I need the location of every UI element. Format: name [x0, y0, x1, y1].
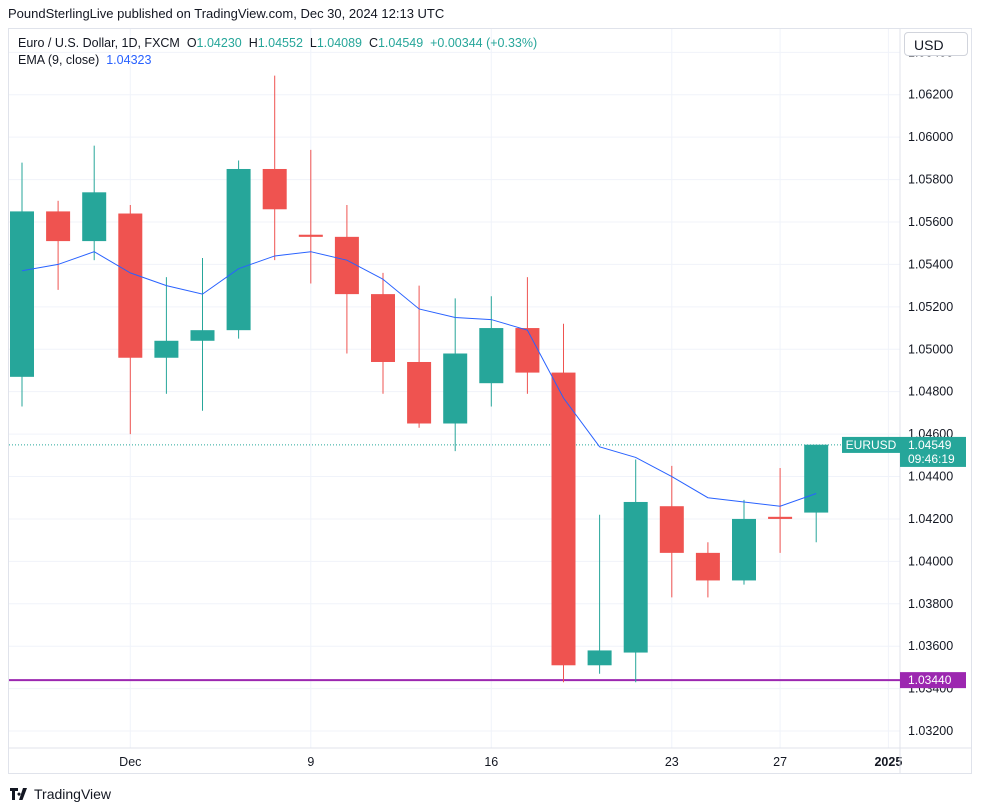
candle-body	[226, 168, 251, 331]
y-tick-label: 1.05800	[908, 173, 953, 187]
y-tick-label: 1.03200	[908, 724, 953, 738]
x-tick-label: Dec	[119, 755, 141, 769]
y-tick-label: 1.03800	[908, 597, 953, 611]
y-tick-label: 1.04000	[908, 554, 953, 568]
y-tick-label: 1.04200	[908, 512, 953, 526]
legend-close-label: C	[368, 36, 378, 50]
y-tick-label: 1.06200	[908, 88, 953, 102]
legend-ohlc-row: Euro / U.S. Dollar, 1D, FXCM O1.04230 H1…	[18, 35, 537, 52]
candle-body	[443, 353, 468, 424]
y-tick-label: 1.05600	[908, 215, 953, 229]
x-tick-label: 23	[665, 755, 679, 769]
currency-button[interactable]: USD	[904, 32, 968, 56]
candle-body	[804, 444, 829, 513]
y-tick-label: 1.05400	[908, 257, 953, 271]
candle-body	[407, 361, 432, 424]
last-price-symbol-tag	[842, 436, 900, 453]
legend-close-value: 1.04549	[377, 36, 424, 50]
candle-body	[551, 372, 576, 666]
candle-body	[298, 234, 323, 237]
chart-legend: Euro / U.S. Dollar, 1D, FXCM O1.04230 H1…	[18, 35, 537, 69]
legend-symbol[interactable]: Euro / U.S. Dollar, 1D, FXCM	[18, 36, 180, 50]
candle-body	[659, 506, 684, 553]
footer-brand: TradingView	[34, 786, 112, 802]
candle-body	[371, 294, 395, 362]
y-tick-label: 1.03600	[908, 639, 953, 653]
last-price-value: 1.04549	[908, 438, 952, 452]
candle-body	[118, 213, 143, 358]
x-tick-label: 27	[773, 755, 787, 769]
legend-high-value: 1.04552	[257, 36, 303, 50]
tradingview-footer[interactable]: TradingView	[10, 786, 111, 802]
y-tick-label: 1.05200	[908, 300, 953, 314]
candle-body	[154, 340, 179, 358]
y-tick-label: 1.04400	[908, 470, 953, 484]
legend-high-label: H	[248, 36, 258, 50]
plot-area[interactable]	[9, 75, 900, 683]
legend-low-value: 1.04089	[316, 36, 362, 50]
legend-low-label: L	[309, 36, 317, 50]
support-price-value: 1.03440	[908, 673, 952, 687]
publisher-line: PoundSterlingLive published on TradingVi…	[8, 6, 445, 21]
legend-change: +0.00344 (+0.33%)	[430, 36, 538, 50]
candle-body	[190, 330, 215, 341]
y-tick-label: 1.06000	[908, 130, 953, 144]
candle-body	[515, 328, 540, 373]
last-price-symbol: EURUSD	[846, 438, 897, 452]
last-price-countdown: 09:46:19	[908, 452, 955, 466]
y-tick-label: 1.04800	[908, 385, 953, 399]
candle-body	[695, 552, 720, 581]
candle-body	[82, 192, 107, 242]
legend-open-value: 1.04230	[196, 36, 242, 50]
candle-body	[768, 516, 793, 519]
candle-body	[334, 236, 359, 295]
legend-ema-row: EMA (9, close) 1.04323	[18, 52, 537, 69]
candle-body	[46, 211, 71, 242]
x-tick-label: 2025	[874, 755, 902, 769]
last-price-tag	[900, 436, 966, 467]
x-tick-label: 16	[484, 755, 498, 769]
chart-frame	[8, 28, 972, 774]
candle-body	[10, 211, 34, 377]
candle-body	[732, 518, 756, 581]
candle-body	[262, 168, 287, 210]
legend-ema-label[interactable]: EMA (9, close)	[18, 53, 100, 67]
x-tick-label: 9	[307, 755, 314, 769]
candle-body	[623, 501, 648, 653]
candle-body	[587, 650, 612, 666]
y-tick-label: 1.05000	[908, 342, 953, 356]
tradingview-logo-icon	[10, 788, 27, 800]
legend-ema-value: 1.04323	[106, 53, 152, 67]
legend-open-label: O	[186, 36, 197, 50]
candle-body	[479, 328, 504, 384]
ema-line	[21, 251, 817, 507]
support-price-tag	[900, 672, 966, 689]
